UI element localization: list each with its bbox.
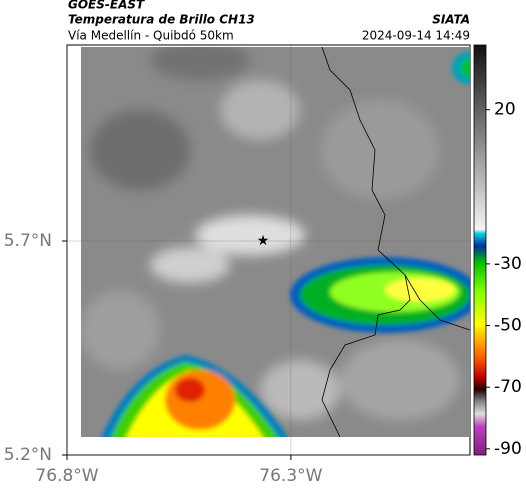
header: GOES-EAST Temperatura de Brillo CH13 Vía… [68, 0, 470, 43]
y-tick-label: 5.7°N [4, 231, 52, 251]
satellite: GOES-EAST [68, 0, 145, 12]
colorbar-tick-label: -90 [494, 439, 522, 459]
imagery [81, 47, 470, 437]
colorbar-tick-label: -50 [494, 316, 522, 336]
x-tick-label: 76.8°W [35, 466, 98, 486]
colorbar-tick-label: 20 [494, 100, 516, 120]
colorbar-tick-label: -70 [494, 377, 522, 397]
colorbar-tick-label: -30 [494, 254, 522, 274]
colorbar [473, 44, 487, 456]
source: SIATA [432, 13, 470, 27]
x-tick-label: 76.3°W [259, 466, 322, 486]
title: Temperatura de Brillo CH13 [68, 13, 255, 27]
borders [321, 47, 470, 437]
timestamp: 2024-09-14 14:49 [362, 29, 470, 43]
subtitle: Vía Medellín - Quibdó 50km [68, 29, 234, 43]
y-tick-label: 5.2°N [4, 445, 52, 465]
